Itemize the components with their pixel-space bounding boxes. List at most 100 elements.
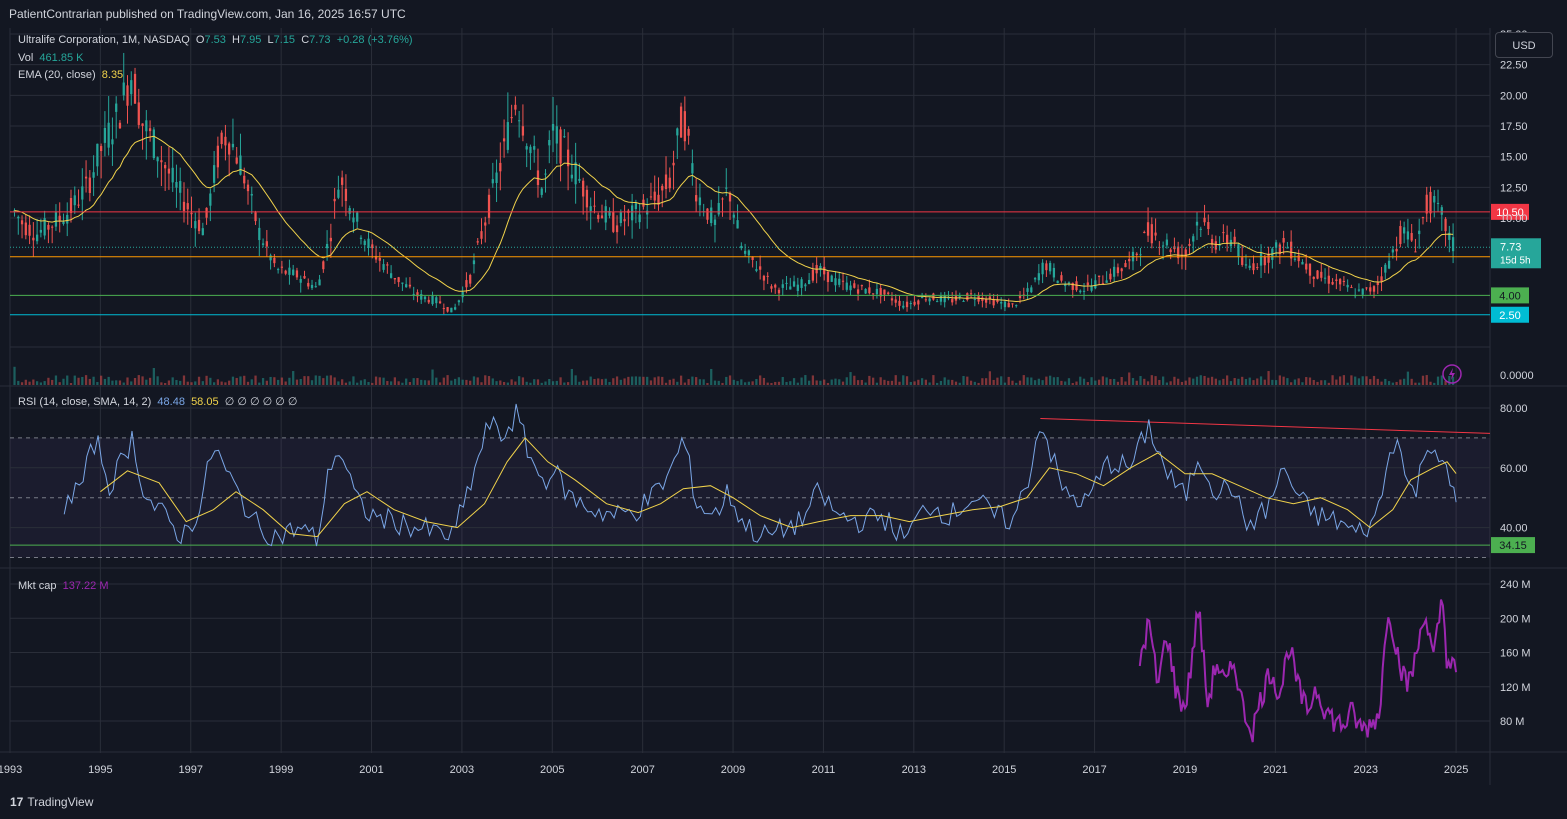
volume-bar — [627, 376, 630, 385]
volume-bar — [495, 381, 498, 385]
candle-body — [160, 160, 163, 163]
candle-body — [205, 207, 208, 218]
ema-legend: EMA (20, close) 8.35 — [18, 69, 123, 81]
time-axis-label: 1993 — [0, 764, 22, 776]
volume-bar — [1079, 376, 1082, 385]
volume-bar — [928, 382, 931, 385]
candle-body — [122, 82, 125, 96]
vol-label[interactable]: Vol — [18, 52, 34, 64]
candle-body — [1188, 243, 1191, 246]
footer-brand[interactable]: 17 TradingView — [0, 785, 1567, 819]
volume-bar — [378, 377, 381, 385]
candle-body — [649, 196, 653, 198]
rsi-axis-label: 80.00 — [1500, 403, 1528, 415]
price-legend: Ultralife Corporation, 1M, NASDAQ O7.53 … — [18, 34, 413, 46]
volume-bar — [1406, 371, 1410, 385]
volume-bar — [81, 376, 84, 385]
mktcap-value: 137.22 M — [62, 580, 109, 592]
volume-bar — [759, 375, 762, 385]
symbol-name[interactable]: Ultralife Corporation, 1M, NASDAQ — [18, 34, 190, 46]
volume-bar — [465, 379, 468, 385]
candle-body — [600, 215, 604, 219]
candle-body — [691, 163, 694, 174]
volume-bar — [966, 376, 969, 385]
candle-body — [1056, 280, 1059, 284]
candle-body — [1060, 275, 1063, 281]
currency-button[interactable]: USD — [1495, 32, 1553, 58]
mktcap-label[interactable]: Mkt cap — [18, 580, 57, 592]
candle-body — [378, 257, 381, 261]
candle-body — [1259, 253, 1263, 266]
volume-bar — [1346, 382, 1349, 385]
candle-body — [1207, 222, 1210, 230]
volume-bar — [1418, 382, 1421, 385]
volume-bar — [1056, 377, 1059, 385]
volume-bar — [1312, 379, 1315, 385]
volume-bar — [789, 381, 792, 385]
candle-body — [484, 222, 487, 226]
rsi-label[interactable]: RSI (14, close, SMA, 14, 2) — [18, 396, 152, 408]
lightning-icon[interactable] — [1442, 364, 1462, 384]
volume-bar — [160, 382, 163, 385]
candle-body — [1018, 295, 1022, 299]
volume-bar — [356, 382, 359, 385]
candle-body — [1421, 217, 1425, 219]
candle-body — [792, 281, 796, 287]
volume-bar — [951, 379, 954, 385]
candle-body — [1357, 289, 1361, 291]
candle-body — [687, 128, 690, 136]
candle-body — [175, 182, 178, 188]
level-tag-text: 10.50 — [1496, 207, 1524, 219]
candle-body — [1199, 228, 1202, 230]
candle-body — [913, 301, 916, 305]
volume-bar — [872, 377, 875, 385]
volume-bar — [947, 379, 950, 385]
volume-bar — [1301, 382, 1304, 385]
volume-bar — [823, 379, 826, 385]
candle-body — [1154, 232, 1157, 236]
candle-body — [111, 139, 114, 145]
candle-body — [280, 266, 284, 268]
candle-body — [137, 102, 140, 125]
volume-bar — [710, 368, 713, 385]
candle-body — [115, 103, 118, 112]
candle-body — [518, 120, 521, 122]
volume-bar — [1165, 382, 1169, 385]
volume-bar — [864, 382, 867, 385]
candle-body — [582, 180, 585, 197]
volume-bar — [325, 375, 329, 385]
volume-bar — [981, 378, 984, 385]
candle-body — [1399, 226, 1402, 245]
volume-bar — [619, 379, 622, 385]
volume-bar — [725, 376, 728, 385]
candle-body — [868, 287, 871, 294]
candle-body — [751, 256, 754, 260]
rsi-trendline[interactable] — [1040, 417, 1491, 434]
candle-body — [1338, 279, 1342, 285]
volume-bar — [1052, 377, 1056, 385]
candle-body — [333, 198, 336, 202]
candle-body — [318, 279, 321, 286]
candle-body — [1079, 290, 1082, 293]
ema-label[interactable]: EMA (20, close) — [18, 69, 96, 81]
volume-bar — [551, 381, 555, 385]
volume-bar — [529, 382, 532, 385]
candle-body — [228, 143, 231, 155]
volume-bar — [1308, 377, 1312, 385]
candle-body — [393, 277, 397, 280]
candle-body — [612, 212, 615, 232]
volume-bar — [167, 380, 171, 385]
volume-bar — [920, 378, 924, 385]
candle-body — [103, 127, 107, 143]
candle-body — [830, 275, 833, 282]
candle-body — [1256, 267, 1259, 269]
candle-body — [1169, 249, 1172, 253]
candle-body — [254, 212, 257, 222]
volume-bar — [1071, 382, 1074, 385]
price-axis-label: 10.00 — [1500, 213, 1528, 225]
candle-body — [721, 198, 724, 200]
volume-bar — [1011, 380, 1014, 385]
volume-bar — [1425, 375, 1428, 385]
low-value: 7.15 — [273, 34, 296, 46]
